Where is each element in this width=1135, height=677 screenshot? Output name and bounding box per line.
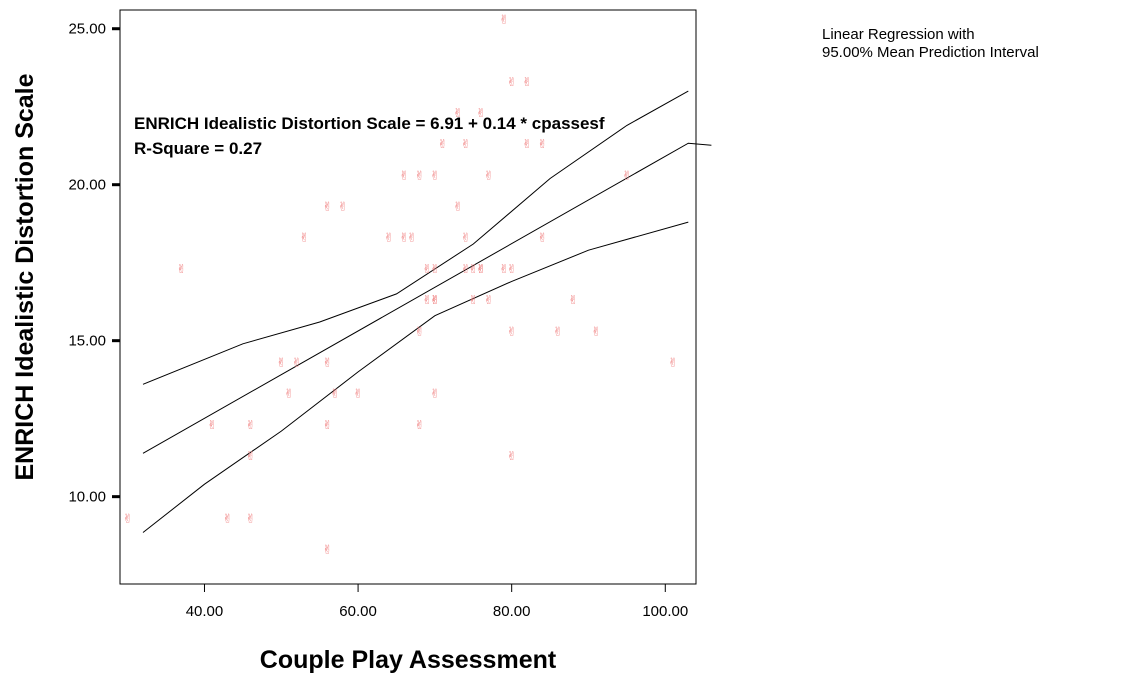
data-point: ✌ bbox=[499, 12, 509, 26]
y-tick-label: 15.00 bbox=[68, 333, 106, 350]
data-point: ✌ bbox=[522, 137, 532, 151]
x-tick-label: 80.00 bbox=[493, 603, 531, 620]
data-points: ✌ ✌ ✌ ✌ ✌ ✌ ✌ ✌ ✌ ✌ ✌ ✌ ✌ ✌ ✌ ✌ ✌ ✌ ✌ ✌ ✌ ✌ ✌ ✌ ✌ ✌ ✌ ✌ ✌ ✌ ✌ ✌ ✌ ✌ ✌ ✌ ✌ ✌ ✌ ✌… bbox=[123, 12, 678, 556]
data-point: ✌ bbox=[246, 418, 256, 432]
regression-lines bbox=[142, 90, 712, 533]
data-point: ✌ bbox=[322, 543, 332, 557]
data-point: ✌ bbox=[414, 418, 424, 432]
data-point: ✌ bbox=[322, 200, 332, 214]
y-tick-label: 25.00 bbox=[68, 21, 106, 38]
data-point: ✌ bbox=[123, 511, 133, 525]
data-point: ✌ bbox=[430, 168, 440, 182]
data-point: ✌ bbox=[461, 231, 471, 245]
data-point: ✌ bbox=[399, 168, 409, 182]
legend-line-2: 95.00% Mean Prediction Interval bbox=[822, 44, 1039, 61]
data-point: ✌ bbox=[207, 418, 217, 432]
data-point: ✌ bbox=[430, 293, 440, 307]
y-axis-title: ENRICH Idealistic Distortion Scale bbox=[11, 73, 39, 480]
plot-frame bbox=[119, 9, 697, 585]
data-point: ✌ bbox=[414, 168, 424, 182]
data-point: ✌ bbox=[461, 137, 471, 151]
data-point: ✌ bbox=[622, 168, 632, 182]
data-point: ✌ bbox=[537, 231, 547, 245]
data-point: ✌ bbox=[330, 387, 340, 401]
data-point: ✌ bbox=[468, 262, 478, 276]
r-square-label: R-Square = 0.27 bbox=[134, 139, 262, 158]
data-point: ✌ bbox=[499, 262, 509, 276]
y-axis: 10.00 15.00 20.00 25.00 bbox=[68, 21, 120, 506]
data-point: ✌ bbox=[468, 293, 478, 307]
lower-interval-line bbox=[142, 221, 689, 533]
data-point: ✌ bbox=[668, 356, 678, 370]
data-point: ✌ bbox=[476, 106, 486, 120]
data-point: ✌ bbox=[430, 387, 440, 401]
x-axis: 40.00 60.00 80.00 100.00 bbox=[186, 584, 688, 620]
data-point: ✌ bbox=[461, 262, 471, 276]
y-tick-label: 10.00 bbox=[68, 489, 106, 506]
legend-line-1: Linear Regression with bbox=[822, 26, 975, 43]
data-point: ✌ bbox=[568, 293, 578, 307]
data-point: ✌ bbox=[484, 168, 494, 182]
x-tick-label: 60.00 bbox=[339, 603, 377, 620]
data-point: ✌ bbox=[430, 262, 440, 276]
data-point: ✌ bbox=[453, 106, 463, 120]
data-point: ✌ bbox=[507, 449, 517, 463]
data-point: ✌ bbox=[507, 262, 517, 276]
data-point: ✌ bbox=[553, 324, 563, 338]
data-point: ✌ bbox=[422, 293, 432, 307]
data-point: ✌ bbox=[438, 137, 448, 151]
data-point: ✌ bbox=[484, 293, 494, 307]
data-point: ✌ bbox=[384, 231, 394, 245]
regression-line bbox=[142, 142, 712, 454]
upper-interval-line bbox=[142, 90, 689, 385]
data-point: ✌ bbox=[422, 262, 432, 276]
regression-equation: ENRICH Idealistic Distortion Scale = 6.9… bbox=[134, 114, 605, 133]
data-point: ✌ bbox=[322, 418, 332, 432]
data-point: ✌ bbox=[246, 449, 256, 463]
legend: Linear Regression with 95.00% Mean Predi… bbox=[822, 26, 1039, 62]
data-point: ✌ bbox=[338, 200, 348, 214]
data-point: ✌ bbox=[299, 231, 309, 245]
data-point: ✌ bbox=[407, 231, 417, 245]
data-point: ✌ bbox=[414, 324, 424, 338]
data-point: ✌ bbox=[453, 200, 463, 214]
data-point: ✌ bbox=[322, 356, 332, 370]
y-tick-label: 20.00 bbox=[68, 177, 106, 194]
data-point: ✌ bbox=[476, 262, 486, 276]
data-point: ✌ bbox=[176, 262, 186, 276]
x-axis-title: Couple Play Assessment bbox=[260, 646, 557, 674]
x-tick-label: 100.00 bbox=[642, 603, 688, 620]
x-tick-label: 40.00 bbox=[186, 603, 224, 620]
data-point: ✌ bbox=[507, 75, 517, 89]
data-point: ✌ bbox=[276, 356, 286, 370]
data-point: ✌ bbox=[430, 293, 440, 307]
data-point: ✌ bbox=[537, 137, 547, 151]
data-point: ✌ bbox=[292, 356, 302, 370]
data-point: ✌ bbox=[222, 511, 232, 525]
data-point: ✌ bbox=[399, 231, 409, 245]
data-point: ✌ bbox=[246, 511, 256, 525]
data-point: ✌ bbox=[591, 324, 601, 338]
data-point: ✌ bbox=[507, 324, 517, 338]
data-point: ✌ bbox=[284, 387, 294, 401]
data-point: ✌ bbox=[353, 387, 363, 401]
data-point: ✌ bbox=[476, 262, 486, 276]
data-point: ✌ bbox=[522, 75, 532, 89]
